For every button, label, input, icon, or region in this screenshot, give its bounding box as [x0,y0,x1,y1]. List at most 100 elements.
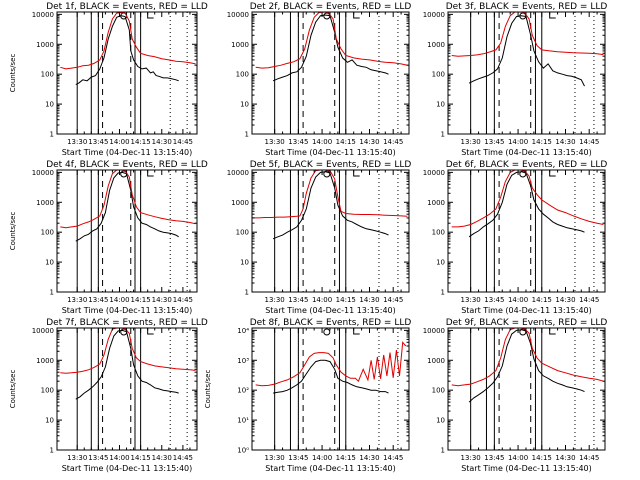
y-tick-label: 10 [436,417,445,425]
x-axis-label: Start Time (04-Dec-11 13:15:40) [265,148,396,157]
panel-title: Det 9f, BLACK = Events, RED = LLD [446,318,608,328]
x-tick-label: 14:00 [109,138,129,146]
plot-frame [447,11,606,135]
x-tick-label: 14:00 [312,454,332,462]
x-axis-label: Start Time (04-Dec-11 13:15:40) [62,148,193,157]
y-tick-label: 100 [236,229,249,237]
x-tick-label: 13:30 [67,296,87,304]
series-events-line [272,171,389,240]
x-tick-label: 13:30 [461,454,481,462]
x-tick-label: 14:30 [152,138,172,146]
panel-det-8f: Det 8f, BLACK = Events, RED = LLD Counts/… [204,318,411,473]
panel-det-2f: Det 2f, BLACK = Events, RED = LLD Start T… [227,2,412,157]
y-tick-label: 1000 [427,357,445,365]
series-events-line [468,329,585,403]
x-tick-label: 14:00 [508,138,528,146]
x-tick-label: 14:45 [383,138,403,146]
y-tick-label: 10000 [227,11,249,19]
x-tick-label: 14:00 [312,138,332,146]
x-tick-label: 14:30 [555,454,575,462]
x-tick-label: 13:45 [484,454,504,462]
y-tick-label: 1 [441,131,445,139]
x-tick-label: 14:15 [131,138,151,146]
y-tick-label: 1 [50,289,54,297]
x-axis-label: Start Time (04-Dec-11 13:15:40) [62,306,193,315]
plot-frame [251,11,410,135]
y-tick-label: 100 [432,71,445,79]
x-tick-label: 14:15 [336,296,356,304]
panel-title: Det 5f, BLACK = Events, RED = LLD [250,160,412,170]
y-axis-label: Counts/sec [9,370,17,409]
x-tick-label: 13:30 [67,454,87,462]
x-axis-label: Start Time (04-Dec-11 13:15:40) [461,148,592,157]
series-events-line [75,329,179,400]
y-tick-label: 100 [41,387,54,395]
y-tick-label: 1 [50,131,54,139]
x-tick-label: 13:45 [88,296,108,304]
y-tick-label: 10000 [32,327,54,335]
x-tick-label: 14:15 [336,138,356,146]
panel-title: Det 7f, BLACK = Events, RED = LLD [46,318,208,328]
x-tick-label: 13:45 [288,454,308,462]
x-tick-label: 14:15 [336,454,356,462]
y-tick-label: 1000 [36,357,54,365]
y-tick-label: 1000 [36,41,54,49]
x-tick-label: 14:45 [383,296,403,304]
x-tick-label: 14:15 [131,454,151,462]
panel-det-9f: Det 9f, BLACK = Events, RED = LLD Start T… [423,318,608,473]
y-axis-label: Counts/sec [204,370,212,409]
panel-det-6f: Det 6f, BLACK = Events, RED = LLD Start T… [423,160,608,315]
x-axis-label: Start Time (04-Dec-11 13:15:40) [461,306,592,315]
series-events-line [468,171,585,238]
x-tick-label: 14:00 [109,296,129,304]
x-tick-label: 14:15 [532,296,552,304]
panel-title: Det 1f, BLACK = Events, RED = LLD [46,2,208,12]
x-tick-label: 13:45 [484,138,504,146]
series-events-line [273,359,389,394]
panel-title: Det 4f, BLACK = Events, RED = LLD [46,160,208,170]
y-tick-label: 10⁰ [237,447,249,455]
y-tick-label: 100 [432,387,445,395]
y-tick-label: 10 [240,259,249,267]
panel-det-3f: Det 3f, BLACK = Events, RED = LLD Start T… [423,2,608,157]
y-tick-label: 10000 [32,11,54,19]
panel-title: Det 8f, BLACK = Events, RED = LLD [250,318,412,328]
y-tick-label: 1000 [231,41,249,49]
x-tick-label: 14:45 [579,454,599,462]
x-tick-label: 14:45 [173,138,193,146]
x-tick-label: 13:30 [67,138,87,146]
series-events-line [272,14,389,82]
x-axis-label: Start Time (04-Dec-11 13:15:40) [265,306,396,315]
x-tick-label: 14:30 [359,296,379,304]
x-tick-label: 14:00 [508,454,528,462]
x-tick-label: 14:45 [579,296,599,304]
y-tick-label: 10000 [423,327,445,335]
x-tick-label: 14:30 [359,138,379,146]
x-axis-label: Start Time (04-Dec-11 13:15:40) [265,464,396,473]
y-tick-label: 100 [41,71,54,79]
plot-frame [251,169,410,293]
series-lld-line [255,341,407,387]
plot-frame [447,327,606,451]
x-tick-label: 13:45 [88,454,108,462]
y-tick-label: 10² [237,387,249,395]
y-tick-label: 10 [45,259,54,267]
peak-circle-marker [519,170,527,178]
y-axis-label: Counts/sec [9,212,17,251]
x-tick-label: 14:00 [312,296,332,304]
y-tick-label: 10 [240,101,249,109]
y-tick-label: 1000 [231,199,249,207]
x-tick-label: 14:15 [131,296,151,304]
y-tick-label: 1 [441,447,445,455]
peak-circle-marker [323,328,331,336]
x-axis-label: Start Time (04-Dec-11 13:15:40) [62,464,193,473]
x-tick-label: 14:30 [152,454,172,462]
y-tick-label: 10 [45,417,54,425]
y-tick-label: 10¹ [237,417,249,425]
y-tick-label: 100 [41,229,54,237]
series-events-line [75,15,179,86]
y-tick-label: 10 [436,259,445,267]
y-tick-label: 10000 [423,169,445,177]
